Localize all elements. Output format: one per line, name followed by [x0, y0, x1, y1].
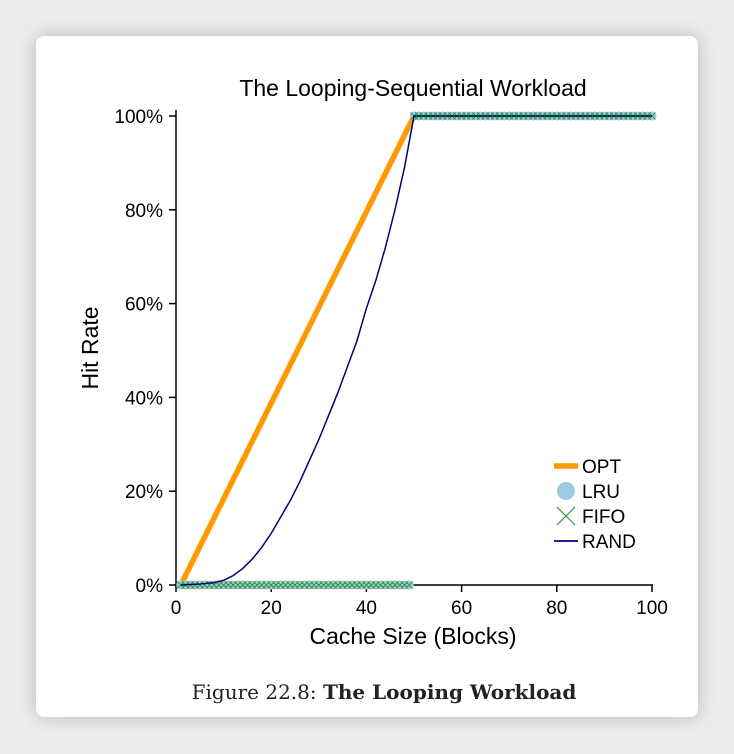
figure-caption: Figure 22.8: The Looping Workload	[0, 680, 734, 704]
legend-item-rand: RAND	[554, 532, 636, 553]
y-tick-label: 60%	[125, 295, 163, 316]
chart-title: The Looping-Sequential Workload	[239, 75, 586, 101]
x-axis-label: Cache Size (Blocks)	[309, 623, 516, 649]
fifo-stroke	[405, 581, 414, 589]
y-tick-label: 100%	[114, 107, 163, 128]
legend-item-fifo: FIFO	[556, 506, 625, 528]
legend-swatch-lru	[557, 482, 575, 500]
y-tick-label: 0%	[136, 576, 164, 597]
x-tick-label: 0	[171, 598, 182, 619]
legend-item-lru: LRU	[557, 482, 620, 503]
legend: OPT LRU FIFO RAND	[554, 457, 636, 553]
x-tick-label: 80	[546, 598, 567, 619]
legend-label: OPT	[582, 457, 621, 478]
legend-label: LRU	[582, 482, 620, 503]
caption-prefix: Figure 22.8:	[191, 680, 317, 704]
y-tick-label: 40%	[125, 388, 163, 409]
legend-swatch-fifo	[556, 506, 576, 526]
series-fifo-point	[405, 581, 414, 589]
y-tick-label: 80%	[125, 201, 163, 222]
x-tick-label: 40	[356, 598, 377, 619]
series-rand-line	[180, 115, 652, 586]
legend-label: RAND	[582, 532, 636, 553]
axes: 0 20 40 60 80 100 0% 20% 40% 60% 80% 100%	[114, 107, 667, 619]
legend-label: FIFO	[582, 507, 625, 528]
figure-card	[36, 36, 698, 717]
x-tick-label: 100	[636, 598, 668, 619]
y-axis-label: Hit Rate	[77, 306, 103, 389]
y-tick-label: 20%	[125, 482, 163, 503]
legend-item-opt: OPT	[554, 457, 621, 478]
series-layer	[176, 111, 657, 590]
x-tick-label: 20	[261, 598, 282, 619]
caption-title: The Looping Workload	[322, 680, 577, 704]
x-tick-label: 60	[451, 598, 472, 619]
